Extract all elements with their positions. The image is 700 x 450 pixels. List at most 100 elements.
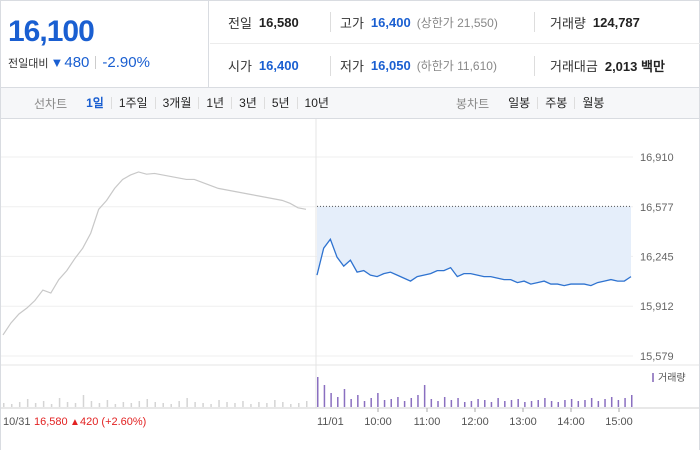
stat-value: 16,050 (370, 58, 411, 73)
stat-value: 16,580 (258, 14, 299, 30)
price-chart-svg: 16,910 16,577 16,245 15,912 15,579 거래량 11/01… (1, 119, 699, 428)
volume-bar (122, 402, 125, 407)
volume-bar (504, 401, 506, 407)
y-tick-label: 16,577 (640, 202, 674, 214)
price-box: 16,100 전일대비 ▼ 480 -2.90% (1, 1, 209, 87)
stat-limit: (하한가 11,610) (416, 59, 497, 73)
candle-chart-label: 봉차트 (456, 96, 490, 111)
line-chart-label: 선차트 (34, 96, 68, 111)
volume-bar (437, 401, 439, 407)
volume-bar (290, 404, 292, 407)
candle-daily[interactable]: 일봉 (508, 96, 531, 110)
up-arrow-icon: ▲ (70, 417, 80, 428)
period-10y[interactable]: 10년 (296, 97, 336, 109)
volume-bar (484, 400, 486, 407)
y-tick-label: 15,912 (640, 301, 674, 313)
volume-bar (597, 401, 600, 407)
period-1w[interactable]: 1주일 (110, 97, 155, 109)
volume-bar (274, 400, 276, 407)
period-3m[interactable]: 3개월 (154, 97, 199, 109)
volume-bar (550, 401, 553, 407)
volume-bar (170, 404, 172, 407)
volume-bar (370, 398, 372, 407)
stat-label: 거래대금 (550, 59, 598, 74)
volume-bar (337, 397, 339, 407)
volume-bar (210, 404, 212, 407)
x-tick-label: 11:00 (414, 416, 441, 428)
volume-bar (194, 402, 196, 407)
volume-bar (154, 402, 156, 407)
stat-label: 저가 (340, 59, 364, 74)
volume-bar (266, 403, 268, 407)
y-tick-label: 15,579 (640, 351, 674, 363)
period-1y[interactable]: 1년 (198, 97, 231, 109)
volume-bar (383, 400, 386, 407)
x-tick-label: 10:00 (364, 416, 392, 428)
candle-monthly[interactable]: 월봉 (574, 97, 611, 109)
stat-low: 저가 16,050 (하한가 11,610) (330, 55, 497, 76)
volume-bar (66, 402, 69, 407)
volume-bar (34, 403, 37, 407)
volume-bar (306, 401, 308, 407)
volume-bar (477, 399, 479, 407)
volume-bar (363, 401, 366, 407)
volume-bar (323, 385, 326, 407)
candle-weekly[interactable]: 주봉 (537, 97, 574, 109)
volume-bar (258, 402, 260, 407)
period-1d[interactable]: 1일 (86, 96, 104, 110)
volume-bar (250, 404, 252, 407)
quote-panel: 16,100 전일대비 ▼ 480 -2.90% 전일 16,580 고가 16… (0, 0, 700, 88)
volume-bar (584, 400, 586, 407)
volume-bar (186, 398, 188, 407)
volume-bar (317, 377, 319, 407)
volume-bar (242, 401, 244, 407)
stat-label: 시가 (228, 59, 252, 74)
volume-bar (298, 403, 300, 407)
today-line (316, 237, 632, 287)
volume-bar (497, 398, 499, 407)
volume-bar (564, 400, 566, 407)
candle-chart-periods: 봉차트 일봉 주봉 월봉 (456, 88, 611, 118)
volume-bar (74, 403, 77, 407)
volume-bar (130, 403, 133, 407)
stat-value: 2,013 백만 (604, 59, 665, 74)
change-amount: 480 (64, 54, 90, 71)
y-tick-label: 16,910 (640, 152, 674, 164)
volume-bar (537, 400, 539, 407)
x-tick-label: 14:00 (557, 416, 585, 428)
stat-value: 16,400 (258, 58, 299, 73)
volume-bar (42, 401, 45, 407)
volume-bar (617, 400, 620, 407)
stat-value: 124,787 (592, 14, 640, 30)
stat-label: 전일 (228, 15, 252, 31)
volume-bar (530, 401, 533, 407)
volume-bar (343, 389, 346, 407)
volume-bar (82, 395, 85, 407)
volume-bar (604, 399, 606, 407)
volume-bar (350, 399, 352, 407)
x-tick-label: 13:00 (509, 416, 537, 428)
prev-close-label: 16,580 (34, 416, 68, 428)
volume-bar (410, 398, 413, 407)
prev-change-label: 420 (+2.60%) (80, 416, 146, 428)
volume-bar (98, 403, 101, 407)
stat-open: 시가 16,400 (228, 56, 299, 76)
volume-bar (18, 402, 21, 407)
volume-legend-swatch (652, 373, 654, 382)
volume-bar (226, 402, 228, 407)
volume-bar (202, 403, 204, 407)
volume-bar (178, 401, 180, 407)
divider (95, 56, 97, 69)
volume-bar (624, 398, 626, 407)
change-row: 전일대비 ▼ 480 -2.90% (8, 54, 150, 71)
period-3y[interactable]: 3년 (231, 97, 264, 109)
volume-bar (570, 399, 573, 407)
volume-bar (450, 400, 453, 407)
volume-bar (577, 401, 580, 407)
volume-bar (10, 404, 13, 407)
period-5y[interactable]: 5년 (263, 97, 297, 109)
volume-bar (403, 401, 406, 407)
volume-bar (114, 404, 117, 407)
volume-bar (58, 398, 61, 407)
volume-bar (390, 399, 392, 407)
